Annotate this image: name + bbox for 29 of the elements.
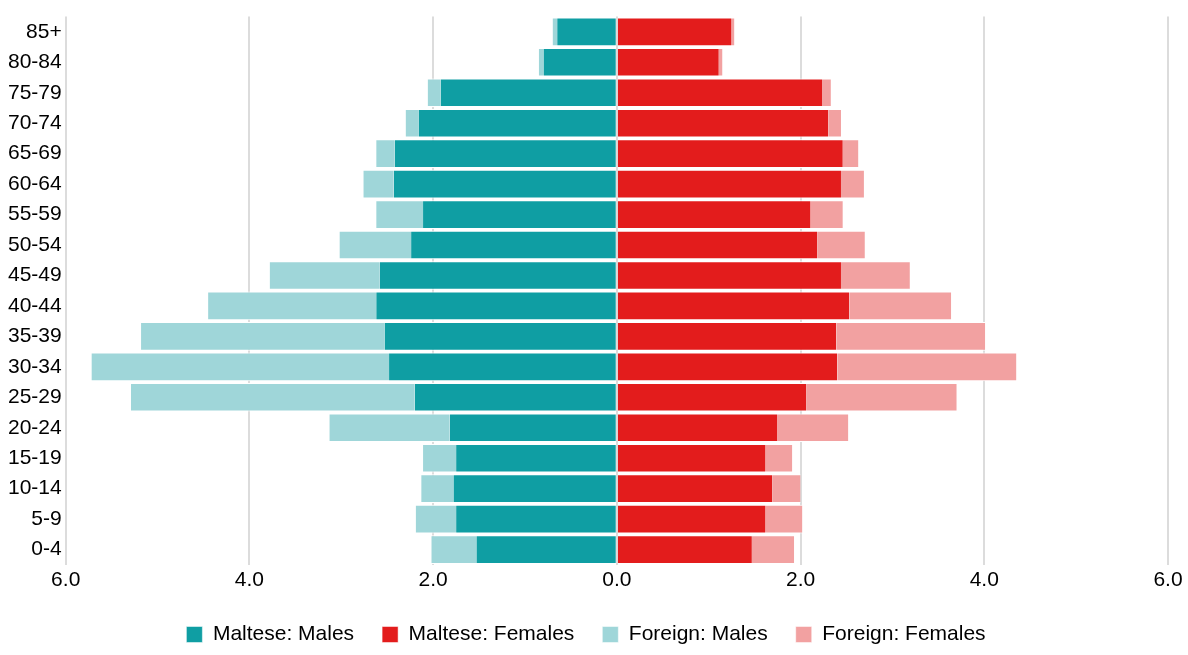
legend-label: Maltese: Females [408, 621, 575, 645]
x-tick-label: 0.0 [602, 567, 632, 591]
y-tick-label: 10-14 [7, 475, 63, 499]
y-tick-label: 50-54 [7, 231, 63, 255]
y-tick-label: 0-4 [31, 536, 63, 560]
y-tick-label: 5-9 [31, 505, 62, 529]
legend-label: Foreign: Females [822, 621, 986, 645]
y-tick-label: 35-39 [7, 323, 62, 347]
y-tick-label: 40-44 [7, 292, 63, 316]
y-tick-label: 15-19 [7, 445, 62, 468]
x-tick-label: 6.0 [51, 567, 81, 591]
y-tick-label: 75-79 [7, 79, 62, 103]
legend-label: Maltese: Males [212, 621, 355, 645]
y-tick-label: 30-34 [7, 353, 63, 377]
x-tick-label: 2.0 [418, 567, 448, 591]
y-tick-label: 25-29 [7, 384, 62, 408]
y-tick-label: 55-59 [7, 201, 62, 225]
x-tick-label: 6.0 [1153, 567, 1183, 591]
y-tick-label: 70-74 [7, 109, 63, 133]
y-tick-label: 80-84 [7, 49, 63, 73]
legend-label: Foreign: Males [628, 621, 768, 645]
y-tick-label: 45-49 [7, 262, 62, 286]
x-tick-label: 4.0 [969, 567, 999, 591]
x-tick-label: 2.0 [785, 567, 816, 591]
y-tick-label: 65-69 [7, 140, 62, 164]
x-tick-label: 4.0 [234, 567, 265, 591]
y-tick-label: 85+ [26, 18, 62, 42]
y-tick-label: 60-64 [7, 170, 63, 194]
y-tick-label: 20-24 [7, 414, 63, 438]
